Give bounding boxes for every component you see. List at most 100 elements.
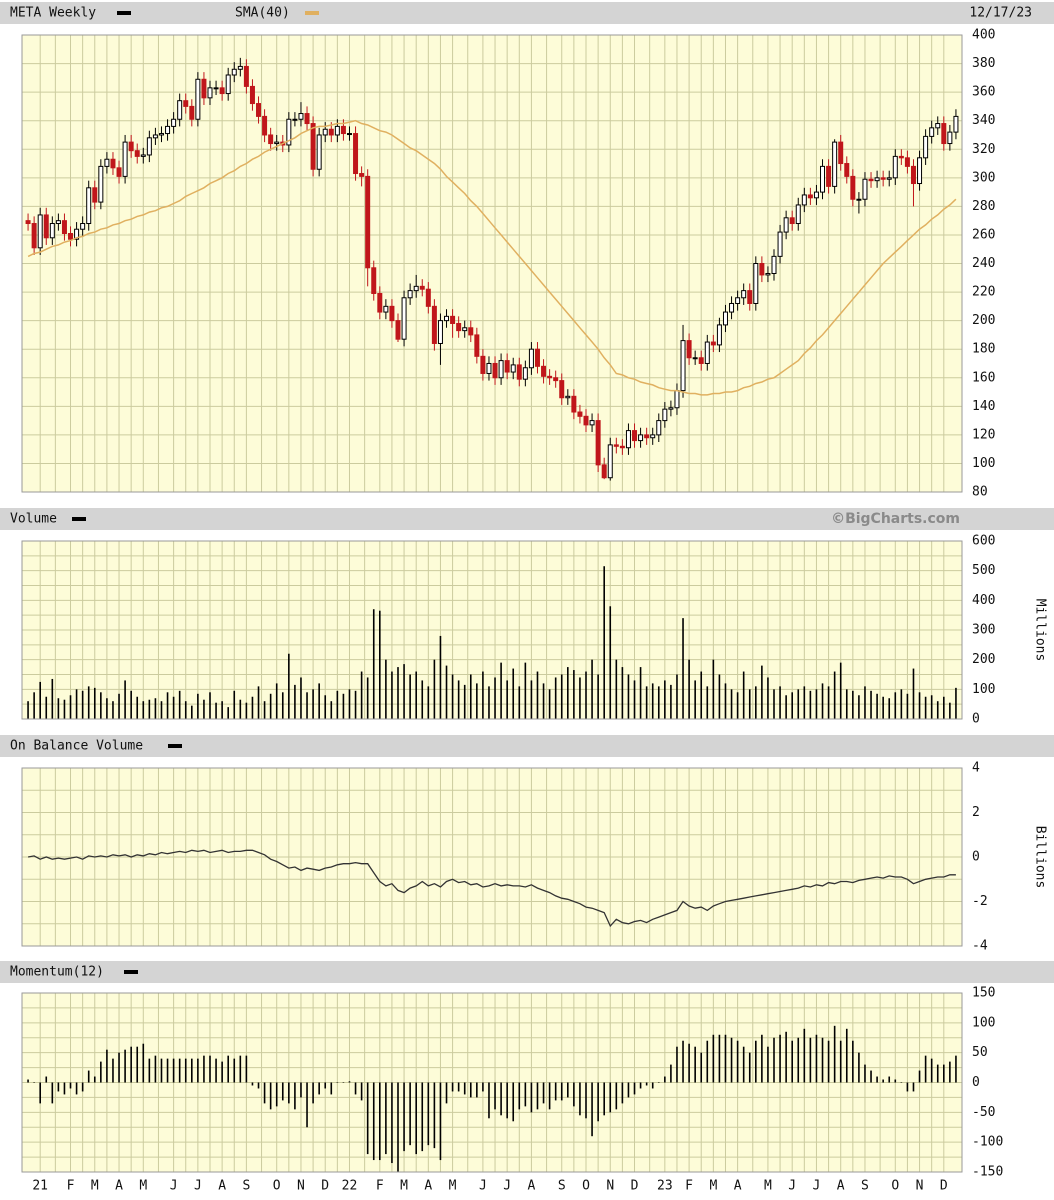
candle-body — [510, 364, 516, 373]
y-tick-label: 340 — [972, 113, 995, 128]
candle-body — [110, 158, 116, 169]
candle-body — [98, 165, 104, 203]
candle-body — [383, 305, 389, 313]
bar — [506, 680, 508, 719]
bar — [730, 1037, 733, 1083]
x-tick-label: S — [242, 1179, 250, 1194]
bar — [742, 1046, 745, 1083]
candle-body — [480, 355, 486, 374]
bar — [591, 659, 593, 719]
candle-body — [692, 357, 698, 360]
bar — [445, 1082, 448, 1104]
y-tick-label: 500 — [972, 563, 995, 578]
bar — [809, 1037, 812, 1083]
bar — [785, 1031, 787, 1083]
panel-title: Momentum(12) — [10, 965, 104, 980]
candle-body — [923, 135, 929, 159]
bar — [106, 1049, 108, 1083]
bar — [221, 1061, 223, 1083]
candle-body — [892, 155, 898, 179]
legend-swatch — [168, 744, 182, 748]
candle-body — [826, 165, 832, 187]
candle-body — [759, 263, 765, 276]
x-tick-label: O — [891, 1179, 899, 1194]
y-tick-label: 4 — [972, 761, 980, 776]
candle-body — [80, 223, 86, 230]
bar — [585, 1082, 587, 1119]
candle-body — [632, 430, 638, 442]
plot-border — [21, 767, 963, 947]
candle-body — [698, 357, 704, 364]
x-tick-label: D — [321, 1179, 329, 1194]
bar — [482, 1082, 484, 1092]
candle-body — [571, 395, 577, 413]
bar — [924, 696, 927, 719]
x-tick-label: A — [837, 1179, 845, 1194]
bar — [39, 1082, 41, 1104]
candle-body — [753, 263, 759, 304]
bar — [124, 680, 126, 719]
bar — [451, 1082, 454, 1092]
y-tick-label: 50 — [972, 1045, 988, 1060]
bar — [621, 1082, 624, 1104]
candle-body — [395, 320, 401, 340]
candle-body — [328, 128, 334, 136]
bar — [397, 1082, 399, 1172]
bar — [542, 683, 545, 719]
bar — [839, 1040, 842, 1083]
bar — [627, 1082, 630, 1098]
bar — [463, 1082, 466, 1095]
bar — [336, 690, 339, 719]
bar — [500, 1082, 502, 1116]
bar — [403, 1082, 405, 1152]
candle-body — [801, 194, 807, 206]
bar — [803, 686, 806, 719]
bar — [112, 701, 114, 719]
bar — [57, 698, 60, 719]
bar — [676, 1046, 678, 1083]
bar — [469, 1082, 472, 1098]
candle-body — [68, 233, 74, 240]
bar — [615, 659, 618, 719]
bar — [657, 686, 660, 719]
obv-line — [27, 849, 956, 928]
bar — [476, 683, 478, 719]
candle-body — [904, 157, 910, 167]
bar — [330, 1082, 333, 1095]
bar — [585, 671, 587, 719]
bar — [69, 695, 72, 719]
plot-border — [21, 540, 963, 720]
y-tick-label: 600 — [972, 534, 995, 549]
bar — [682, 618, 684, 719]
candle-body — [340, 125, 346, 135]
bar — [597, 674, 599, 719]
bar — [409, 674, 411, 719]
candle-body — [55, 220, 61, 225]
x-tick-label: S — [558, 1179, 566, 1194]
candle-body — [807, 194, 813, 199]
candle-body — [183, 100, 189, 107]
bar — [227, 707, 229, 719]
chart-title: META Weekly — [10, 6, 96, 21]
bar — [845, 1028, 848, 1083]
bar — [597, 1082, 599, 1122]
bar — [779, 1034, 781, 1083]
bar — [888, 698, 891, 719]
bar — [554, 1082, 557, 1101]
bar — [500, 662, 502, 719]
bar — [124, 1049, 126, 1083]
bar — [476, 1082, 478, 1098]
bar — [75, 1082, 78, 1095]
bar — [494, 677, 496, 719]
bar — [664, 1076, 666, 1083]
y-tick-label: 220 — [972, 285, 995, 300]
candle-body — [437, 320, 443, 344]
candle-body — [122, 141, 128, 177]
bar — [391, 1082, 393, 1164]
candle-body — [444, 315, 450, 322]
bar — [409, 1082, 411, 1146]
bar — [815, 1034, 818, 1083]
x-tick-label: A — [734, 1179, 742, 1194]
candle-body — [795, 204, 801, 225]
legend-swatch — [305, 11, 319, 15]
